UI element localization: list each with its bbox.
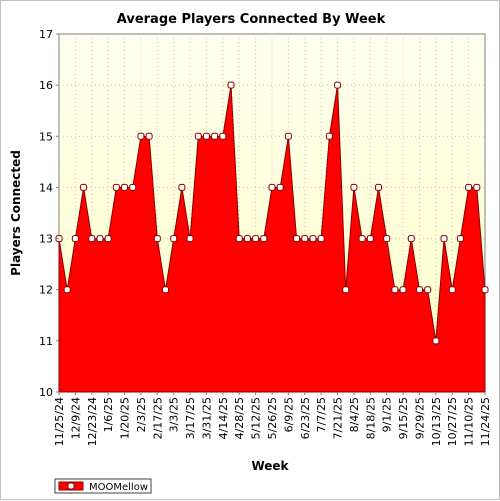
- data-point: [121, 183, 129, 191]
- data-point: [366, 235, 374, 243]
- x-tick-label: 5/12/25: [250, 397, 263, 439]
- x-tick-label: 3/3/25: [168, 397, 181, 432]
- data-point: [219, 132, 227, 140]
- x-tick-label: 4/14/25: [217, 397, 230, 439]
- data-point: [153, 235, 161, 243]
- x-tick-label: 8/18/25: [364, 397, 377, 439]
- data-point: [227, 81, 235, 89]
- x-tick-label: 6/23/25: [299, 397, 312, 439]
- x-tick-label: 12/23/24: [86, 397, 99, 446]
- data-point: [358, 235, 366, 243]
- x-tick-label: 2/3/25: [135, 397, 148, 432]
- y-tick-label: 13: [39, 233, 53, 246]
- data-point: [104, 235, 112, 243]
- data-point: [243, 235, 251, 243]
- data-point: [211, 132, 219, 140]
- data-point: [276, 183, 284, 191]
- x-tick-label: 5/26/25: [266, 397, 279, 439]
- data-point: [178, 183, 186, 191]
- x-tick-label: 11/25/24: [53, 397, 66, 446]
- x-tick-label: 6/9/25: [282, 397, 295, 432]
- data-point: [63, 286, 71, 294]
- x-tick-label: 11/10/25: [463, 397, 476, 446]
- x-tick-label: 10/27/25: [446, 397, 459, 446]
- y-tick-label: 11: [39, 335, 53, 348]
- data-point: [162, 286, 169, 294]
- data-point: [424, 286, 432, 294]
- x-axis-label: Week: [251, 459, 289, 473]
- x-tick-label: 4/28/25: [233, 397, 246, 439]
- y-axis-ticks: 10 11 12 13 14 15 16 17: [39, 28, 59, 399]
- data-point: [456, 235, 464, 243]
- data-point: [407, 235, 415, 243]
- data-point: [415, 286, 423, 294]
- data-point: [80, 183, 88, 191]
- data-point: [235, 235, 243, 243]
- y-tick-label: 16: [39, 79, 53, 92]
- y-tick-label: 17: [39, 28, 53, 41]
- data-point: [284, 132, 292, 140]
- data-point: [170, 235, 178, 243]
- data-point: [301, 235, 309, 243]
- data-point: [473, 183, 481, 191]
- data-point: [71, 235, 79, 243]
- legend: MOOMellow: [54, 478, 152, 494]
- x-tick-label: 7/21/25: [332, 397, 345, 439]
- data-point: [391, 286, 399, 294]
- x-tick-label: 8/4/25: [348, 397, 361, 432]
- y-tick-label: 14: [39, 181, 53, 194]
- x-tick-label: 9/1/25: [381, 397, 394, 432]
- data-point: [465, 183, 473, 191]
- data-point: [350, 183, 358, 191]
- data-point: [194, 132, 202, 140]
- y-tick-label: 12: [39, 284, 53, 297]
- data-point: [383, 235, 391, 243]
- data-point: [440, 235, 448, 243]
- x-tick-label: 1/6/25: [102, 397, 115, 432]
- x-tick-label: 1/20/25: [119, 397, 132, 439]
- data-point: [375, 183, 382, 191]
- data-point: [252, 235, 260, 243]
- x-tick-label: 3/31/25: [200, 397, 213, 439]
- x-tick-label: 7/7/25: [315, 397, 328, 432]
- data-point: [96, 235, 104, 243]
- data-point: [432, 337, 440, 345]
- data-point: [137, 132, 145, 140]
- legend-label: MOOMellow: [89, 482, 148, 493]
- x-tick-label: 9/29/25: [413, 397, 426, 439]
- x-tick-label: 9/15/25: [397, 397, 410, 439]
- data-point: [342, 286, 350, 294]
- data-point: [309, 235, 317, 243]
- y-tick-label: 15: [39, 130, 53, 143]
- data-point: [88, 235, 96, 243]
- data-point: [186, 235, 194, 243]
- legend-marker-icon: [67, 482, 75, 490]
- x-axis-ticks: 11/25/24 12/9/24 12/23/24 1/6/25 1/20/25 2/3/…: [53, 392, 492, 446]
- series-markers: [55, 81, 489, 345]
- data-point: [334, 81, 342, 89]
- data-point: [399, 286, 407, 294]
- data-point: [202, 132, 210, 140]
- data-point: [448, 286, 456, 294]
- data-point: [481, 286, 489, 294]
- y-axis-label: Players Connected: [9, 150, 23, 276]
- data-point: [129, 183, 137, 191]
- y-tick-label: 10: [39, 386, 53, 399]
- data-point: [145, 132, 153, 140]
- data-point: [317, 235, 325, 243]
- x-tick-label: 3/17/25: [184, 397, 197, 439]
- x-tick-label: 10/13/25: [430, 397, 443, 446]
- x-tick-label: 11/24/25: [479, 397, 492, 446]
- data-point: [325, 132, 333, 140]
- x-tick-label: 12/9/24: [69, 397, 82, 439]
- data-point: [268, 183, 276, 191]
- data-point: [293, 235, 301, 243]
- chart-title: Average Players Connected By Week: [117, 12, 386, 27]
- data-point: [112, 183, 120, 191]
- data-point: [260, 235, 268, 243]
- x-tick-label: 2/17/25: [151, 397, 164, 439]
